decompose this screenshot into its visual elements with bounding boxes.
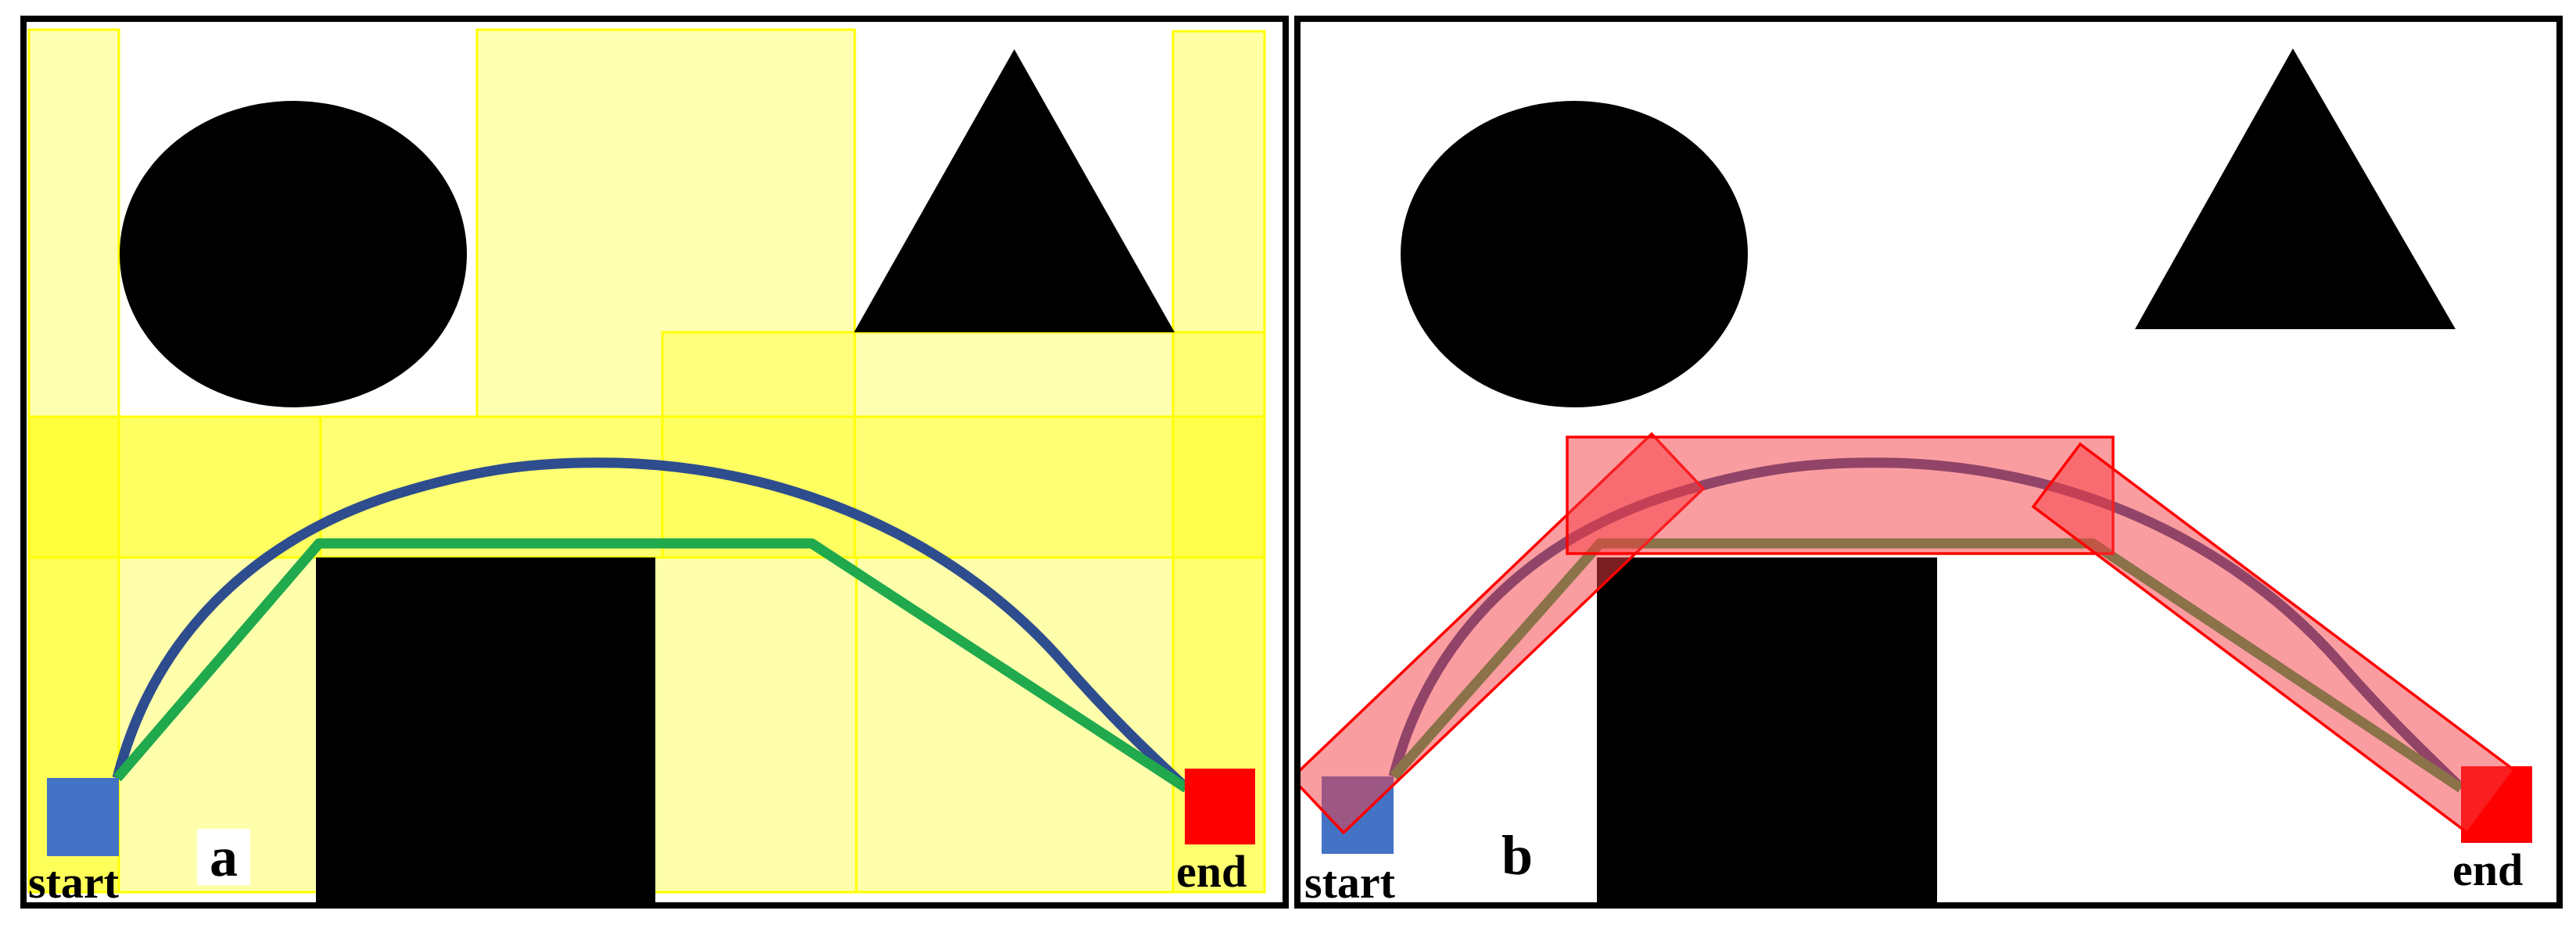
panel-tag-b: b xyxy=(1501,824,1534,887)
panel-a-canvas xyxy=(27,28,1266,902)
obstacle-triangle xyxy=(854,49,1175,332)
obstacle-rectangle xyxy=(316,557,655,902)
smooth-path-blue xyxy=(112,457,1190,792)
obstacle-rectangle xyxy=(1597,557,1937,902)
region-rect xyxy=(661,415,856,559)
corridor-rect-horizontal xyxy=(1566,436,2115,555)
start-square xyxy=(47,778,119,856)
piecewise-path-green xyxy=(113,538,1189,793)
obstacle-triangle xyxy=(2135,48,2456,329)
end-label-b: end xyxy=(2452,844,2524,895)
region-rect xyxy=(475,28,856,418)
start-label-a: start xyxy=(28,857,119,908)
start-label-b: start xyxy=(1304,857,1395,908)
panel-tag-a: a xyxy=(197,829,250,885)
region-rect xyxy=(661,331,1266,418)
corridor-group-b xyxy=(1301,432,2517,835)
panel-b-canvas xyxy=(1301,48,2532,902)
end-label-a: end xyxy=(1176,846,1247,897)
obstacle-ellipse xyxy=(1401,101,1748,407)
corridor-rect-right-diagonal xyxy=(2031,442,2517,835)
end-square xyxy=(1185,769,1255,844)
obstacle-ellipse xyxy=(120,101,467,407)
region-rect xyxy=(117,415,322,559)
